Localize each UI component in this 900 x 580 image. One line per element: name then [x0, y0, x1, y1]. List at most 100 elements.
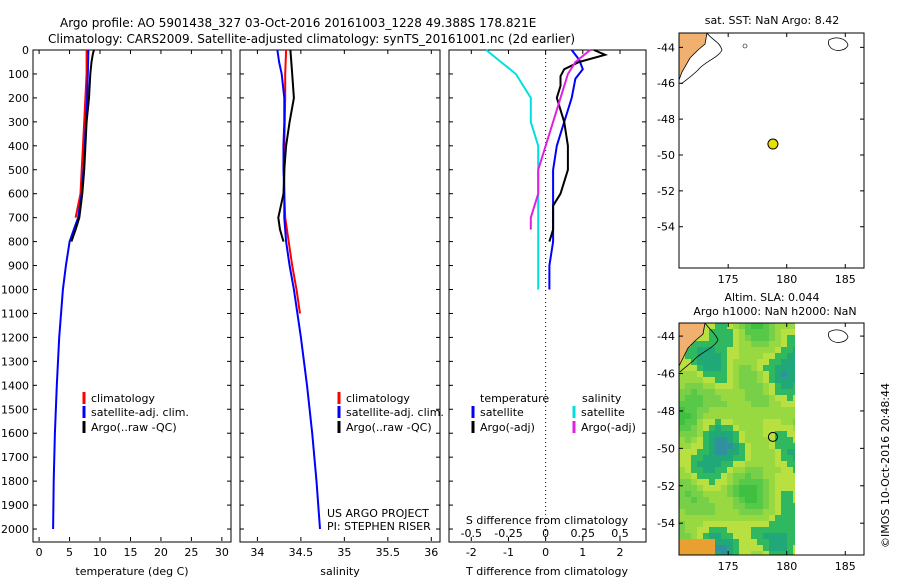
sla-cell	[727, 389, 733, 395]
sla-cell	[793, 521, 795, 527]
sla-cell	[775, 401, 781, 407]
sla-cell	[697, 449, 703, 455]
sla-cell	[763, 365, 769, 371]
sla-cell	[781, 359, 787, 365]
pi-annotation: PI: STEPHEN RISER	[327, 520, 431, 533]
sla-cell	[787, 353, 793, 359]
sla-cell	[679, 401, 685, 407]
sla-cell	[691, 359, 697, 365]
sla-cell	[745, 479, 751, 485]
sla-cell	[697, 515, 703, 521]
sla-cell	[787, 443, 793, 449]
sla-cell	[757, 467, 763, 473]
sla-cell	[709, 419, 715, 425]
sla-cell	[793, 323, 795, 329]
sla-cell	[763, 491, 769, 497]
sla-cell	[709, 383, 715, 389]
map-x-tick-label: 185	[835, 560, 856, 573]
sla-cell	[709, 329, 715, 335]
sla-cell	[697, 377, 703, 383]
sla-cell	[787, 461, 793, 467]
sla-cell	[745, 335, 751, 341]
sla-cell	[787, 335, 793, 341]
map-y-tick-label: -48	[657, 405, 675, 418]
sla-cell	[727, 437, 733, 443]
imos-watermark: ©IMOS 10-Oct-2016 20:48:44	[879, 383, 892, 548]
sla-cell	[781, 407, 787, 413]
sla-cell	[709, 377, 715, 383]
y-tick-label: 1900	[1, 499, 29, 512]
map-x-tick-label: 180	[776, 273, 797, 286]
sla-cell	[721, 419, 727, 425]
sla-cell	[781, 395, 787, 401]
sla-cell	[709, 485, 715, 491]
y-tick-label: 300	[8, 116, 29, 129]
x-tick-label: 35	[337, 546, 351, 559]
sla-cell	[709, 515, 715, 521]
sla-cell	[793, 353, 795, 359]
sla-cell	[715, 437, 721, 443]
sla-cell	[757, 473, 763, 479]
sla-cell	[721, 347, 727, 353]
sla-cell	[769, 341, 775, 347]
sla-cell	[775, 431, 781, 437]
sla-cell	[775, 395, 781, 401]
sla-cell	[721, 401, 727, 407]
sla-cell	[739, 485, 745, 491]
sla-cell	[763, 329, 769, 335]
sla-cell	[691, 509, 697, 515]
sla-cell	[733, 461, 739, 467]
sla-cell	[739, 389, 745, 395]
sla-cell	[769, 413, 775, 419]
sla-cell	[739, 521, 745, 527]
sla-cell	[793, 407, 795, 413]
sla-cell	[727, 341, 733, 347]
sla-cell	[679, 467, 685, 473]
sla-cell	[739, 419, 745, 425]
sla-cell	[703, 329, 709, 335]
sla-cell	[721, 521, 727, 527]
sla-cell	[691, 341, 697, 347]
sla-cell	[757, 329, 763, 335]
sla-cell	[745, 533, 751, 539]
sla-cell	[781, 509, 787, 515]
sla-cell	[679, 407, 685, 413]
sla-cell	[727, 521, 733, 527]
sla-cell	[751, 353, 757, 359]
sla-cell	[739, 509, 745, 515]
sla-cell	[793, 443, 795, 449]
sla-cell	[685, 443, 691, 449]
sla-cell	[679, 395, 685, 401]
sla-cell	[703, 449, 709, 455]
sla-cell	[793, 377, 795, 383]
sla-cell	[691, 545, 697, 551]
sla-cell	[721, 449, 727, 455]
sla-cell	[715, 527, 721, 533]
sla-cell	[715, 491, 721, 497]
sla-cell	[751, 419, 757, 425]
x-tick-label: 0	[542, 546, 549, 559]
sla-cell	[757, 407, 763, 413]
sla-cell	[727, 515, 733, 521]
legend-label-climatology: climatology	[91, 392, 155, 405]
sla-cell	[781, 491, 787, 497]
s-tick-label: 0.25	[571, 527, 596, 540]
sla-cell	[721, 467, 727, 473]
sla-cell	[691, 413, 697, 419]
sla-cell	[721, 533, 727, 539]
sla-cell	[715, 395, 721, 401]
sla-cell	[775, 491, 781, 497]
salinity-panel: 34 34.5 35 35.5 36 salinity climatology sate…	[239, 49, 444, 578]
sla-cell	[733, 551, 739, 555]
sla-cell	[745, 467, 751, 473]
sla-cell	[763, 461, 769, 467]
sla-cell	[721, 497, 727, 503]
sla-cell	[751, 359, 757, 365]
sla-cell	[685, 455, 691, 461]
sla-cell	[703, 467, 709, 473]
sla-cell	[685, 449, 691, 455]
sla-cell	[697, 533, 703, 539]
sla-cell	[727, 323, 733, 329]
sla-cell	[703, 419, 709, 425]
sla-cell	[721, 377, 727, 383]
